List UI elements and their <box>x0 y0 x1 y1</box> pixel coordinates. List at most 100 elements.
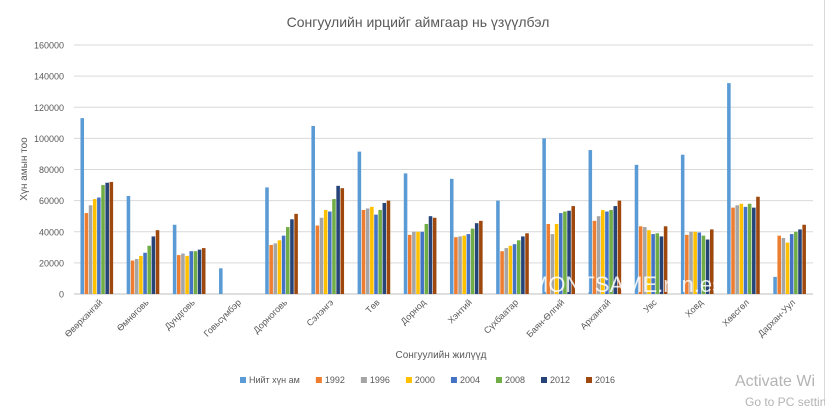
bar <box>781 237 786 294</box>
legend-label: 1996 <box>370 375 390 385</box>
bar <box>794 231 798 294</box>
bar <box>697 232 702 294</box>
x-tick-label: Төв <box>364 297 382 315</box>
y-tick-label: 60000 <box>39 196 64 206</box>
bar <box>273 243 278 294</box>
bar <box>281 235 286 294</box>
bar <box>319 217 324 294</box>
bar <box>420 231 424 294</box>
bar <box>735 205 739 294</box>
bar <box>151 236 156 294</box>
bar <box>479 220 483 294</box>
x-tick-label: Хөвсгөл <box>720 297 751 328</box>
bar <box>101 185 105 294</box>
x-tick-label: Сэлэнгэ <box>305 297 336 328</box>
bar <box>634 164 639 294</box>
bar <box>197 249 202 294</box>
legend-swatch <box>360 377 367 383</box>
legend-label: Нийт хүн ам <box>249 375 300 385</box>
bar <box>571 206 575 294</box>
x-tick-label: Баян-Өлгий <box>524 297 566 339</box>
bar <box>710 229 714 294</box>
bar <box>185 255 189 294</box>
x-tick-label: Сүхбаатар <box>482 297 520 335</box>
x-tick-label: Ховд <box>683 297 705 319</box>
bar <box>647 230 651 294</box>
bar <box>432 217 437 294</box>
bar <box>655 233 660 294</box>
bar <box>785 242 790 294</box>
activate-windows-subtext: Go to PC setting <box>745 395 825 409</box>
legend-label: 2016 <box>595 375 615 385</box>
bar <box>449 178 454 294</box>
bar <box>155 230 160 294</box>
bar <box>508 245 513 294</box>
bar <box>201 248 206 294</box>
legend-swatch <box>450 377 457 383</box>
bar <box>340 188 345 294</box>
bar <box>777 235 781 294</box>
bar <box>311 125 315 294</box>
bar <box>521 236 525 294</box>
y-tick-label: 100000 <box>34 134 64 144</box>
bar <box>663 226 668 294</box>
bar <box>269 244 273 294</box>
bar <box>731 207 735 294</box>
bar <box>516 240 521 294</box>
x-tick-label: Говьсүмбэр <box>202 297 243 338</box>
legend-swatch <box>315 377 322 383</box>
bar <box>659 236 664 294</box>
bar <box>265 187 269 294</box>
bar <box>680 154 685 294</box>
bar <box>689 231 693 294</box>
bar <box>613 206 618 294</box>
bar <box>193 251 198 294</box>
legend-label: 2000 <box>415 375 435 385</box>
bar <box>743 206 748 294</box>
bar <box>596 216 601 294</box>
x-tick-label: Дорноговь <box>251 297 289 335</box>
bar <box>563 211 567 294</box>
y-tick-label: 140000 <box>34 72 64 82</box>
bar <box>84 213 89 294</box>
bar <box>416 231 420 294</box>
chart-legend: Нийт хүн ам 1992 1996 2000 2004 2008 2012 2016 <box>240 375 615 385</box>
y-tick-label: 160000 <box>34 41 64 51</box>
bar <box>462 235 466 294</box>
x-tick-label: Дундговь <box>163 297 198 332</box>
bar <box>286 227 290 294</box>
legend-label: 2012 <box>550 375 570 385</box>
bar <box>643 227 647 294</box>
bar <box>470 228 475 294</box>
bar <box>219 268 223 294</box>
legend-swatch <box>495 377 502 383</box>
bar <box>370 206 374 294</box>
activate-windows-text: Activate Wi <box>735 373 816 390</box>
bar <box>685 234 689 294</box>
y-axis-label: Хүн амын тоо <box>19 137 30 201</box>
bar <box>80 118 85 294</box>
bar <box>105 182 109 294</box>
bar <box>172 224 177 294</box>
bar <box>512 244 517 294</box>
bar <box>638 226 643 294</box>
bar <box>88 205 93 294</box>
bar <box>504 248 509 294</box>
bar <box>403 173 408 294</box>
bar <box>139 255 143 294</box>
bar <box>500 251 504 294</box>
bar <box>109 181 114 294</box>
bar <box>92 199 97 294</box>
bar <box>558 213 563 294</box>
legend-label: 2008 <box>505 375 525 385</box>
x-axis-label: Сонгуулийн жилүүд <box>396 350 487 361</box>
bar <box>747 203 752 294</box>
chart-title: Сонгуулийн ирцийг аймгаар нь үзүүлбэл <box>287 14 550 30</box>
bar <box>365 208 370 294</box>
bar <box>466 234 471 294</box>
bar <box>134 258 139 294</box>
bar <box>458 236 462 294</box>
bar <box>496 200 500 294</box>
